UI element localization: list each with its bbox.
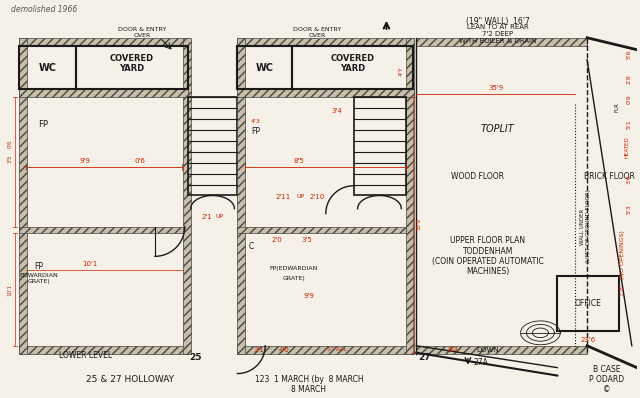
Text: 123  1 MARCH (by  8 MARCH: 123 1 MARCH (by 8 MARCH [255, 375, 364, 384]
Text: 25: 25 [189, 353, 202, 362]
Text: WOOD FLOOR: WOOD FLOOR [451, 172, 504, 181]
Text: 0'6: 0'6 [8, 140, 12, 148]
Text: 5'6: 5'6 [627, 50, 631, 59]
Bar [406, 38, 414, 354]
Text: 2'10: 2'10 [309, 194, 324, 200]
Text: EDWARDIAN
GRATE): EDWARDIAN GRATE) [19, 273, 58, 284]
Text: 10'1: 10'1 [83, 261, 98, 267]
Bar [76, 46, 188, 90]
Text: COVERED
YARD: COVERED YARD [110, 54, 154, 73]
Text: WC: WC [255, 62, 273, 72]
Text: 2'1: 2'1 [201, 214, 212, 220]
Text: 5'3: 5'3 [627, 204, 631, 213]
Text: UPPER FLOOR PLAN
TODDENHAM
(COIN OPERATED AUTOMATIC
MACHINES): UPPER FLOOR PLAN TODDENHAM (COIN OPERATE… [432, 236, 543, 277]
Text: COVERED
YARD: COVERED YARD [331, 54, 374, 73]
Text: LOWER LEVEL: LOWER LEVEL [59, 351, 112, 360]
Bar [237, 90, 414, 98]
Bar [237, 346, 414, 354]
Text: 23'6: 23'6 [580, 337, 596, 343]
Bar [237, 38, 245, 354]
Text: FP: FP [38, 120, 47, 129]
Text: FP: FP [34, 262, 43, 271]
Text: 10'1: 10'1 [8, 284, 12, 296]
Bar [19, 226, 183, 234]
Text: 3'5: 3'5 [301, 238, 312, 244]
Text: 35'9: 35'9 [417, 218, 422, 230]
Text: 27: 27 [418, 353, 431, 362]
Text: 35'9: 35'9 [488, 86, 503, 92]
Text: B CASE
P ODARD
©: B CASE P ODARD © [589, 365, 625, 394]
Text: C: C [249, 242, 254, 251]
Text: (19" WALL)  16'7: (19" WALL) 16'7 [466, 18, 529, 26]
Bar [237, 226, 406, 234]
Bar [416, 346, 587, 354]
Text: 5'1: 5'1 [627, 119, 631, 129]
Bar [19, 38, 27, 354]
Bar [557, 276, 619, 331]
Bar [237, 38, 414, 46]
Text: UP: UP [297, 194, 305, 199]
Text: HEATED: HEATED [625, 136, 629, 158]
Bar [354, 98, 406, 195]
Bar [19, 346, 188, 354]
Text: 3'1: 3'1 [254, 347, 265, 353]
Text: 4'0: 4'0 [278, 347, 289, 353]
Text: 0'9: 0'9 [627, 94, 631, 104]
Text: 2'0: 2'0 [272, 238, 282, 244]
Bar [183, 38, 191, 354]
Text: WC: WC [38, 62, 56, 72]
Text: 2'11: 2'11 [275, 194, 291, 200]
Text: BRICK FLOOR: BRICK FLOOR [584, 172, 634, 181]
Text: 2'8: 2'8 [627, 74, 631, 84]
Text: DOWN: DOWN [476, 347, 499, 353]
Text: 27A: 27A [474, 358, 488, 367]
Text: 9'9: 9'9 [303, 293, 314, 299]
Text: TOPLIT: TOPLIT [481, 124, 515, 134]
Text: 4'Y: 4'Y [399, 66, 404, 76]
Bar [188, 98, 237, 195]
Text: 8 MARCH: 8 MARCH [291, 385, 326, 394]
Text: 8'4: 8'4 [447, 347, 458, 353]
Text: DOOR & ENTRY
OVER: DOOR & ENTRY OVER [292, 27, 341, 38]
Text: demolished 1966: demolished 1966 [11, 6, 77, 14]
Text: 7'8"  (NO OPENINGS): 7'8" (NO OPENINGS) [620, 230, 625, 296]
Text: 25 & 27 HOLLOWAY: 25 & 27 HOLLOWAY [86, 375, 174, 384]
Bar [19, 90, 188, 98]
Text: 3'6: 3'6 [627, 174, 631, 184]
Text: 3'4: 3'4 [332, 108, 342, 114]
Text: WALL UNDER
(LIMIT OF GROUND FLOOR): WALL UNDER (LIMIT OF GROUND FLOOR) [580, 190, 591, 263]
Text: LEAN TO AT REAR
7'2 DEEP
WITH BOILER & DRAIN: LEAN TO AT REAR 7'2 DEEP WITH BOILER & D… [459, 24, 536, 44]
Text: 3'5: 3'5 [8, 155, 12, 163]
Text: 8'5: 8'5 [294, 158, 305, 164]
Bar [237, 46, 292, 90]
Text: 4'3: 4'3 [250, 119, 260, 124]
Text: 9'9: 9'9 [80, 158, 91, 164]
Bar [19, 46, 76, 90]
Text: FLR: FLR [614, 102, 620, 112]
Text: UP: UP [216, 214, 223, 219]
Text: DOOR & ENTRY
OVER: DOOR & ENTRY OVER [118, 27, 166, 38]
Text: GRATE): GRATE) [283, 276, 305, 281]
Bar [416, 38, 587, 46]
Text: FP(EDWARDIAN: FP(EDWARDIAN [270, 266, 318, 271]
Bar [19, 38, 188, 46]
Bar [292, 46, 413, 90]
Text: OFFICE: OFFICE [575, 298, 602, 308]
Text: 0'6: 0'6 [134, 158, 145, 164]
Text: 5" ALL: 5" ALL [326, 347, 347, 352]
Text: FP: FP [251, 127, 260, 136]
